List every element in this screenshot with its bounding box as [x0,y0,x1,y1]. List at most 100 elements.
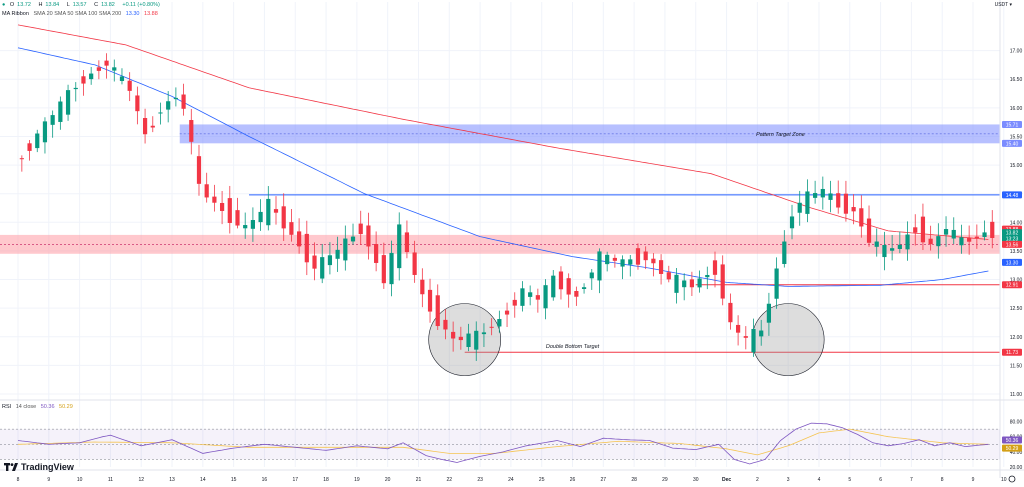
price-tag-zone-low-bg [1002,139,1022,147]
candle-body [235,210,240,226]
price-tick-label: 12.00 [1010,335,1023,341]
candle-body [273,209,279,213]
price-tag-current-2-bg [1002,234,1022,242]
rsi-tick-label: 40.00 [1010,450,1023,456]
time-tick-label: 30 [693,477,699,483]
candle-body [982,232,987,238]
time-tick-label: 8 [941,477,944,483]
candle-body [843,193,849,214]
candle-body [504,310,510,315]
candle-body [967,237,972,242]
candle-body [451,331,456,339]
pattern-target-zone-label: Pattern Target Zone [756,132,805,138]
candle-body [597,251,602,281]
brand-name: TradingView [21,462,74,472]
time-tick-label: 2 [756,477,759,483]
tradingview-logo[interactable]: TradingView [4,462,74,472]
candle-body [635,248,641,265]
time-tick-label: 21 [416,477,422,483]
candle-body [173,97,178,100]
settings-gear-icon[interactable] [1008,475,1016,483]
candle-body [797,202,802,213]
candle-body [65,90,71,115]
ohlc-change: +0.11 (+0.80%) [122,2,160,8]
candle-body [366,225,371,247]
candle-body [489,326,494,328]
candle-body [574,290,579,297]
time-tick-label: 6 [879,477,882,483]
candle-body [481,332,487,335]
ma100-line [17,47,989,287]
ohlc-close: C 13.82 [94,2,115,8]
ohlc-open: O 13.72 [9,2,31,8]
price-tag-double-bottom: 11.73 [1006,350,1018,356]
rsi-tag-bg [1002,444,1022,452]
candle-body [913,227,918,233]
candle-body [628,259,633,265]
price-tag-zone-high-bg [1002,120,1022,128]
candle-body [81,76,86,84]
candle-body [512,299,517,306]
candle-body [974,236,979,239]
candle-body [458,336,463,341]
candle-body [651,258,656,264]
candle-body [312,255,317,269]
candle-body [666,272,671,280]
candle-body [813,193,818,198]
rsi-tag-label: 50.36 [1006,438,1019,444]
candle-body [327,255,333,266]
symbol-dot: ● [2,2,6,8]
candle-body [73,87,78,90]
currency-selector[interactable]: USDT ▾ [994,2,1012,8]
ohlc-low: L 13.57 [66,2,87,8]
candle-body [689,279,694,288]
candle-body [358,223,363,235]
time-tick-label: 17 [292,477,298,483]
price-tick-label: 15.50 [1010,134,1023,140]
tradingview-icon [4,463,18,471]
candle-body [127,80,132,91]
candle-body [766,303,772,323]
time-tick-label: 10 [77,477,83,483]
ma-ribbon-legend[interactable]: MA Ribbon SMA 20 SMA 50 SMA 100 SMA 200 … [2,11,161,17]
price-tag-zone-low: 15.40 [1006,141,1019,147]
time-tick-label: 12 [138,477,144,483]
candle-body [281,206,286,229]
candle-body [789,216,795,229]
candle-body [743,336,748,338]
price-tag-current-3: 13.30 [1006,260,1019,266]
candle-body [497,319,502,327]
time-tick-label: 4 [818,477,821,483]
candle-body [466,333,471,348]
price-tag-zone-high: 15.71 [1006,122,1019,128]
rsi-tag-bg [1002,436,1022,444]
candle-body [805,191,810,214]
time-tick-label: 28 [631,477,637,483]
candle-body [920,216,926,243]
candle-body [150,125,155,128]
price-tag-current-2: 13:23 [1006,236,1019,242]
candle-body [936,236,941,247]
price-tick-label: 16.00 [1010,106,1023,112]
price-tick-label: 13.00 [1010,278,1023,284]
candle-body [882,244,887,258]
candle-body [189,120,194,142]
candle-body [50,115,55,125]
candle-body [219,202,225,211]
double-bottom-circle [751,303,825,376]
candle-body [520,288,525,306]
candle-body [166,101,171,110]
candle-body [820,188,825,198]
candle-body [774,268,779,299]
candle-body [350,236,356,242]
candle-body [335,249,340,259]
candle-body [158,112,163,114]
time-tick-label: 29 [662,477,668,483]
candle-body [474,330,479,350]
rsi-legend[interactable]: RSI 14 close 50.36 50.29 [2,404,76,410]
candle-body [112,67,117,71]
candle-body [943,229,949,235]
time-tick-label: 3 [787,477,790,483]
rsi-tag-label: 50.29 [1006,446,1019,452]
